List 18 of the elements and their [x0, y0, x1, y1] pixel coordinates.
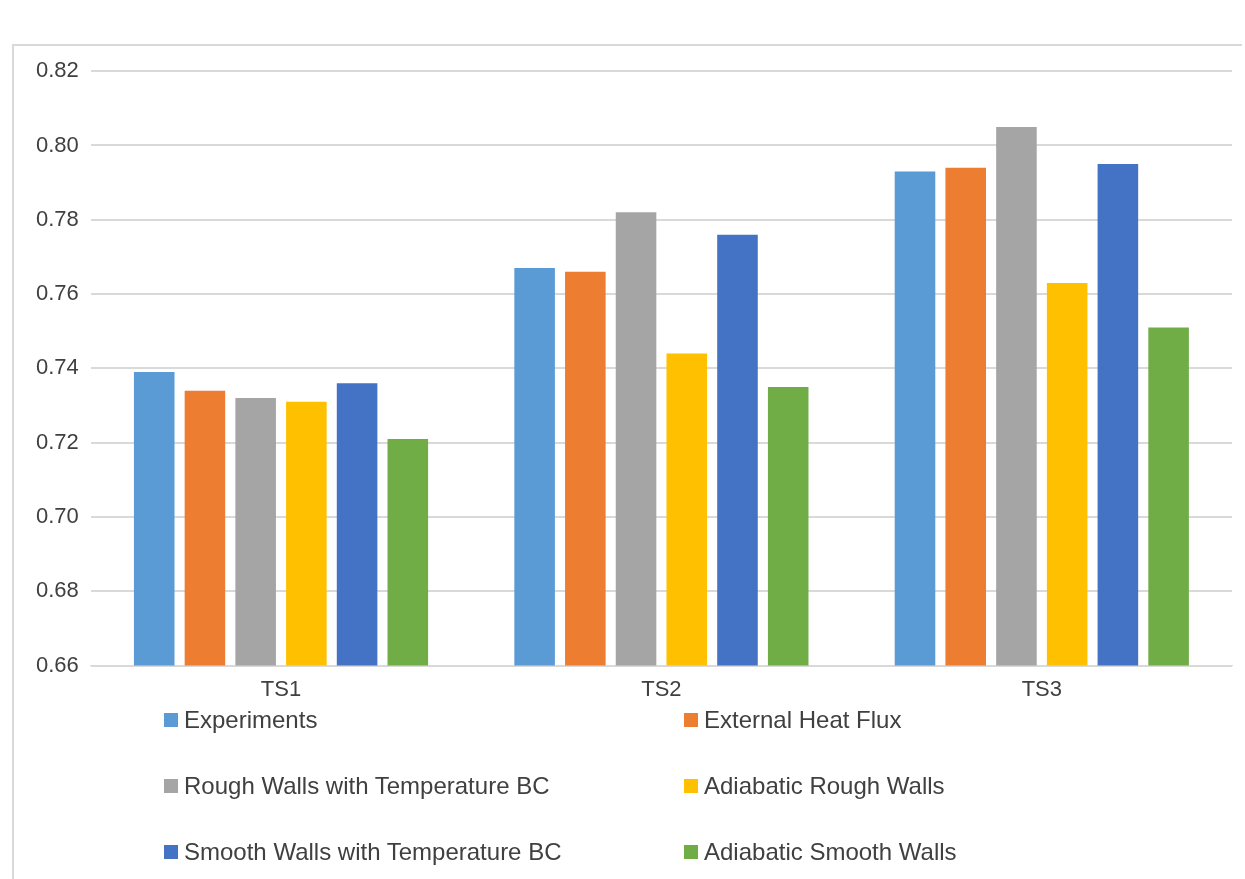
y-tick-label: 0.74 — [35, 354, 79, 380]
y-tick-label: 0.70 — [35, 503, 79, 529]
y-tick-label: 0.72 — [35, 428, 79, 454]
y-tick-label: 0.66 — [35, 651, 79, 677]
x-tick-label: TS3 — [1021, 675, 1062, 701]
legend-label: Adiabatic Rough Walls — [704, 772, 945, 800]
y-tick-label: 0.78 — [35, 205, 79, 231]
y-tick-label: 0.82 — [35, 57, 79, 83]
y-tick-label: 0.68 — [35, 577, 79, 603]
legend-label: Rough Walls with Temperature BC — [184, 772, 550, 800]
y-tick-label: 0.76 — [35, 280, 79, 306]
legend-label: Smooth Walls with Temperature BC — [184, 838, 562, 866]
legend-label: Adiabatic Smooth Walls — [704, 838, 957, 866]
x-tick-label: TS1 — [260, 675, 302, 701]
legend-label: Experiments — [184, 706, 318, 734]
x-tick-label: TS2 — [641, 675, 682, 701]
y-tick-label: 0.80 — [35, 131, 79, 157]
legend-label: External Heat Flux — [704, 706, 902, 734]
